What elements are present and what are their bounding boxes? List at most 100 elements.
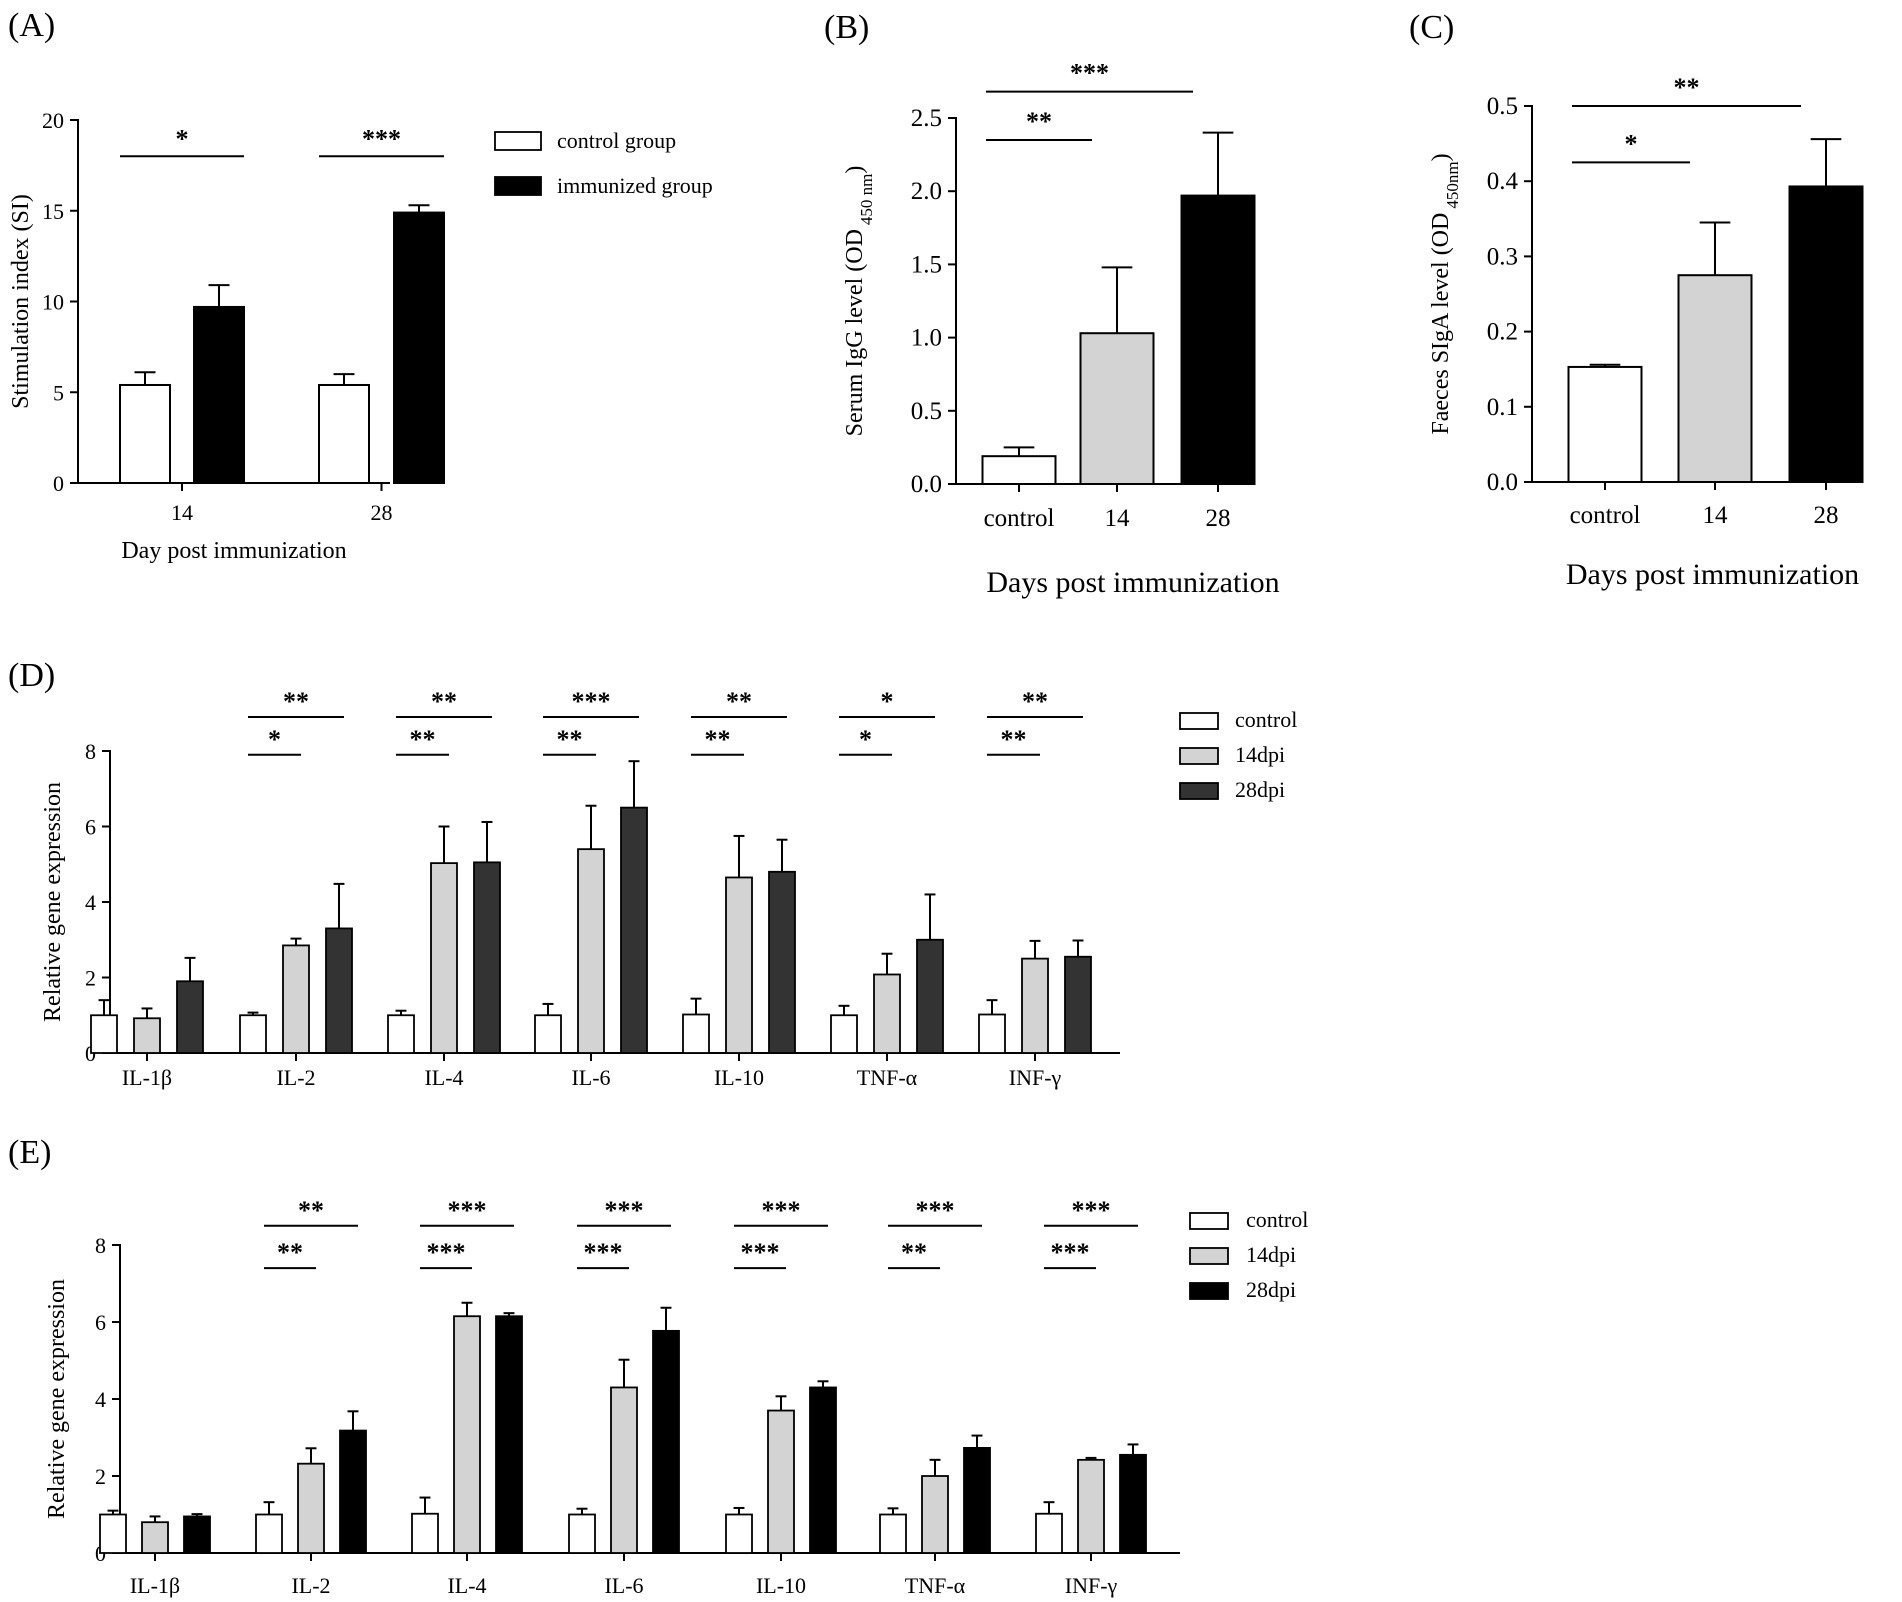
y-axis-label: Faeces SIgA level (OD 450nm) [1428,153,1462,434]
panel-d: 02468(D)Relative gene expressionIL-1βIL-… [8,657,1297,1090]
y-tick-label: 20 [42,108,64,133]
bar [1180,194,1256,485]
y-tick-label: 0.5 [1487,93,1518,120]
y-axis-label-text: Faeces SIgA level (OD [1428,213,1454,435]
significance-stars: ** [901,1238,927,1267]
significance-stars: ** [431,687,457,716]
x-tick-label: 14 [171,500,193,525]
y-tick-label: 6 [95,1310,106,1335]
legend-swatch [1179,747,1219,765]
y-axis-label-text: Serum IgG level (OD [842,229,868,436]
x-tick-label: 14 [1105,505,1131,532]
significance-stars: * [268,725,281,754]
bar [981,455,1057,485]
y-axis-label-end: ) [1428,153,1454,161]
y-tick-label: 15 [42,199,64,224]
bar [682,1013,710,1054]
bar [1021,957,1049,1054]
significance-stars: ** [1674,73,1700,102]
x-tick-label: IL-6 [604,1573,643,1598]
bar [473,861,501,1054]
y-tick-label: 1.5 [911,251,942,278]
x-axis-label: Day post immunization [121,538,346,564]
y-tick-label: 2 [95,1464,106,1489]
legend-label: 14dpi [1235,742,1285,767]
bar [1035,1512,1063,1554]
x-tick-label: control [984,505,1055,532]
significance-stars: ** [705,725,731,754]
significance-stars: ** [1022,687,1048,716]
significance-stars: *** [448,1196,487,1225]
significance-stars: *** [1070,59,1109,88]
bar [1567,365,1643,483]
bar [568,1513,596,1554]
x-tick-label: 28 [1206,505,1231,532]
bar [133,1017,161,1054]
panel-label: (B) [824,9,869,46]
significance-stars: ** [1026,107,1052,136]
bar [393,211,445,484]
bar [318,383,370,484]
x-tick-label: INF-γ [1009,1065,1062,1090]
x-tick-label: IL-2 [291,1573,330,1598]
y-tick-label: 8 [95,1233,106,1258]
y-tick-label: 0 [53,471,64,496]
legend-label: 14dpi [1246,1242,1296,1267]
y-axis-label-text: Stimulation index (SI) [8,194,34,409]
y-tick-label: 2 [85,966,96,991]
y-tick-label: 10 [42,290,64,315]
x-tick-label: control [1570,502,1641,529]
significance-stars: *** [741,1238,780,1267]
bar [809,1386,837,1554]
bar [141,1521,169,1554]
significance-stars: ** [726,687,752,716]
bar [282,944,310,1054]
significance-stars: *** [1051,1238,1090,1267]
bar [495,1315,523,1554]
y-tick-label: 5 [53,380,64,405]
panel-c: 0.0 0.1 0.2 0.3 0.4 0.5 (C) Faeces SIgA level (… [1409,9,1864,591]
bar [119,383,171,484]
bar [430,862,458,1054]
significance-stars: * [176,124,189,153]
significance-stars: *** [427,1238,466,1267]
legend-swatch [1179,782,1219,800]
bar [193,305,245,484]
significance-stars: *** [1072,1196,1111,1225]
bar [916,938,944,1054]
legend-label: control [1246,1207,1308,1232]
bar [255,1513,283,1554]
panel-label: (E) [8,1134,51,1171]
legend-label: 28dpi [1246,1277,1296,1302]
y-tick-label: 0.4 [1487,168,1519,195]
y-tick-label: 8 [85,739,96,764]
bar [411,1512,439,1554]
bar [1079,332,1155,486]
significance-stars: *** [762,1196,801,1225]
x-tick-label: INF-γ [1065,1573,1118,1598]
bar [1064,955,1092,1054]
y-tick-label: 4 [95,1387,106,1412]
legend-swatch [494,131,542,151]
bar [99,1513,127,1554]
y-tick-label: 0.2 [1487,319,1518,346]
bar [879,1513,907,1554]
bar [620,806,648,1054]
bar [1788,185,1864,484]
bar [830,1014,858,1054]
legend-swatch [1189,1212,1229,1230]
x-tick-label: TNF-α [905,1573,966,1598]
x-tick-label: IL-1β [130,1573,180,1598]
y-axis-label-subscript: 450nm [1443,161,1462,208]
bar [534,1014,562,1054]
x-tick-label: IL-6 [571,1065,610,1090]
y-tick-label: 1.0 [911,325,942,352]
x-tick-label: IL-2 [276,1065,315,1090]
bar [239,1014,267,1054]
panel-label: (D) [8,657,55,694]
significance-stars: *** [362,124,401,153]
bar [963,1446,991,1554]
x-tick-label: IL-10 [756,1573,806,1598]
significance-stars: ** [277,1238,303,1267]
